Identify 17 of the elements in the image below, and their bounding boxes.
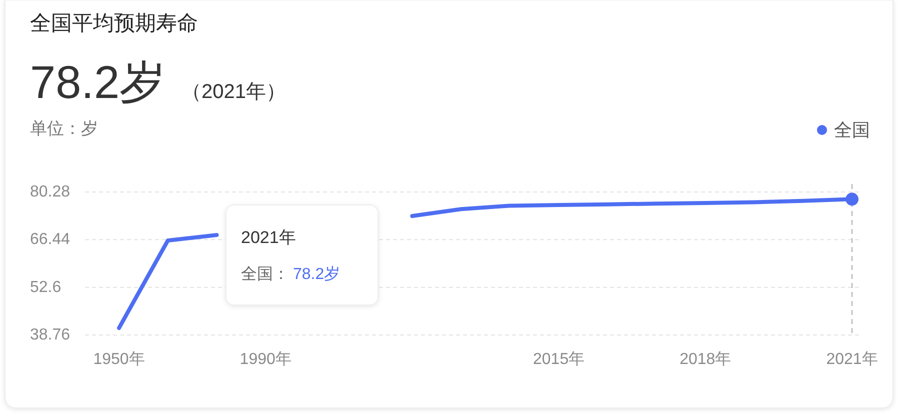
x-tick-label: 2015年 xyxy=(533,351,585,368)
annotation: 2021年 xyxy=(241,228,296,247)
y-tick-label: 80.28 xyxy=(30,184,70,200)
chart-title: 全国平均预期寿命 xyxy=(30,12,198,35)
y-tick-label: 66.44 xyxy=(30,231,70,248)
y-tick-label: 52.6 xyxy=(30,278,62,296)
chart-subtitle: 78.2岁 xyxy=(30,56,166,108)
x-tick-label: 2021年 xyxy=(826,351,878,368)
y-tick-label: 38.76 xyxy=(30,326,70,344)
x-tick-label: 1950年 xyxy=(93,351,145,368)
text: （2021年） xyxy=(182,81,286,103)
y-axis-title: 单位：岁 xyxy=(30,119,98,138)
annotation: 全国： xyxy=(241,266,289,283)
annotation: 78.2岁 xyxy=(293,265,340,283)
legend-label: 全国 xyxy=(834,120,870,140)
x-tick-label: 1990年 xyxy=(240,351,292,368)
x-tick-label: 2018年 xyxy=(680,351,732,368)
